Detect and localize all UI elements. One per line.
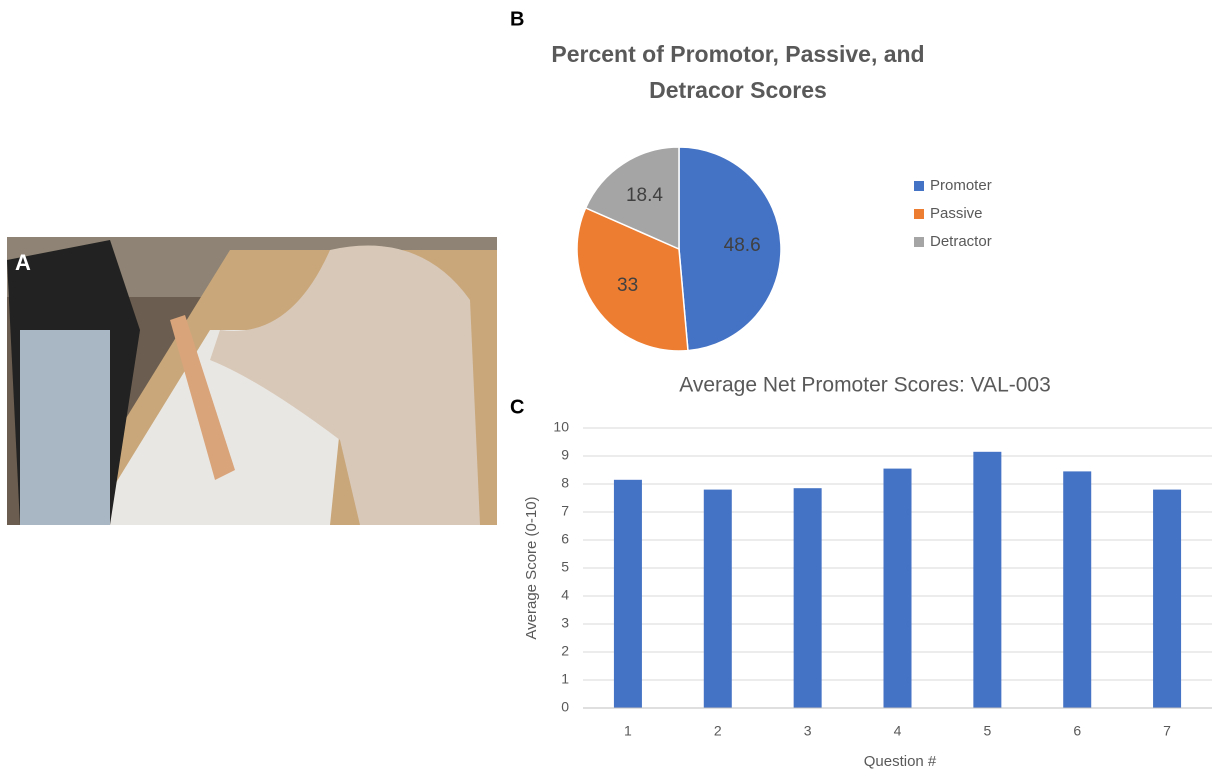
- y-tick-label: 10: [553, 419, 569, 435]
- y-tick-label: 2: [561, 643, 569, 659]
- legend-label: Promoter: [930, 177, 992, 194]
- y-axis-label: Average Score (0-10): [523, 496, 540, 639]
- photo-person-right: [210, 245, 480, 526]
- y-tick-label: 1: [561, 671, 569, 687]
- chart-title: Detracor Scores: [649, 77, 827, 103]
- photo-jeans: [20, 330, 110, 525]
- panel-label: A: [15, 250, 31, 275]
- y-tick-label: 9: [561, 447, 569, 463]
- data-label: 18.4: [626, 185, 663, 206]
- bar: [793, 488, 822, 708]
- bar: [973, 451, 1002, 708]
- x-tick-label: 7: [1163, 723, 1171, 739]
- x-tick-label: 2: [714, 723, 722, 739]
- bar: [703, 489, 732, 708]
- y-tick-label: 3: [561, 615, 569, 631]
- y-tick-label: 6: [561, 531, 569, 547]
- legend-swatch: [914, 237, 924, 247]
- y-tick-label: 7: [561, 503, 569, 519]
- y-tick-label: 8: [561, 475, 569, 491]
- chart-title: Average Net Promoter Scores: VAL-003: [679, 374, 1051, 397]
- legend-label: Detractor: [930, 233, 992, 250]
- x-tick-label: 5: [983, 723, 991, 739]
- panel-label: B: [510, 8, 524, 30]
- panel-label: C: [510, 396, 524, 418]
- x-tick-label: 1: [624, 723, 632, 739]
- bar: [1063, 471, 1092, 708]
- y-tick-label: 5: [561, 559, 569, 575]
- x-tick-label: 6: [1073, 723, 1081, 739]
- pie-slice: [584, 146, 680, 251]
- y-tick-label: 4: [561, 587, 569, 603]
- x-tick-label: 4: [894, 723, 902, 739]
- pie-slice: [678, 146, 782, 352]
- y-tick-label: 0: [561, 699, 569, 715]
- x-tick-label: 3: [804, 723, 812, 739]
- legend-swatch: [914, 209, 924, 219]
- photo: A: [7, 237, 497, 526]
- x-axis-label: Question #: [864, 753, 937, 770]
- legend-swatch: [914, 181, 924, 191]
- bar: [613, 479, 642, 708]
- chart-title: Percent of Promotor, Passive, and: [551, 41, 924, 67]
- legend-label: Passive: [930, 205, 983, 222]
- data-label: 33: [617, 275, 638, 296]
- bar: [883, 468, 912, 708]
- photo-arm-model: [170, 315, 235, 480]
- bar: [1153, 489, 1182, 708]
- pie-slice: [576, 206, 689, 352]
- data-label: 48.6: [724, 235, 761, 256]
